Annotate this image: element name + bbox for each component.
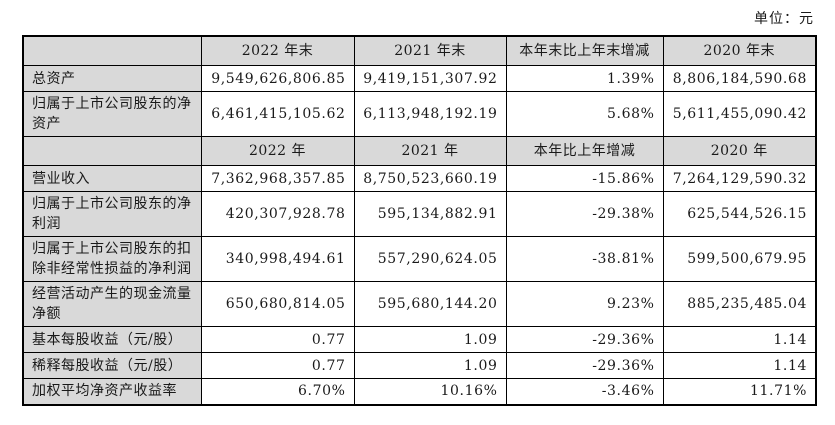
row-label: 经营活动产生的现金流量净额 <box>22 281 202 327</box>
value-cell: 7,264,129,590.32 <box>662 165 817 192</box>
table-row: 经营活动产生的现金流量净额 650,680,814.05 595,680,144.2… <box>22 281 817 327</box>
value-cell: 650,680,814.05 <box>200 281 355 327</box>
financial-table-body: 2022 年末 2021 年末 本年末比上年末增减 2020 年末 总资产 9,549,6… <box>22 35 817 405</box>
value-cell: 7,362,968,357.85 <box>200 165 355 192</box>
period-header-cell: 2020 年末 <box>662 35 817 66</box>
value-cell: -29.36% <box>505 326 664 353</box>
value-cell: -29.36% <box>505 352 664 379</box>
period-header-row: 2022 年 2021 年本年比上年增减 2020 年 <box>22 136 817 166</box>
value-cell: 1.14 <box>662 352 817 379</box>
value-cell: 9.23% <box>505 281 664 327</box>
value-cell: 6,113,948,192.19 <box>353 91 507 137</box>
value-cell: 420,307,928.78 <box>200 191 355 237</box>
table-row: 营业收入 7,362,968,357.85 8,750,523,660.19 -15.… <box>22 165 817 192</box>
period-header-cell: 本年比上年增减 <box>505 136 664 166</box>
row-label: 归属于上市公司股东的扣除非经常性损益的净利润 <box>22 236 202 282</box>
row-label: 稀释每股收益（元/股） <box>22 352 202 379</box>
table-row: 加权平均净资产收益率 6.70% 10.16% -3.46% 11.71% <box>22 378 817 405</box>
value-cell: 0.77 <box>200 326 355 353</box>
value-cell: 1.14 <box>662 326 817 353</box>
value-cell: 5.68% <box>505 91 664 137</box>
value-cell: 595,680,144.20 <box>353 281 507 327</box>
financial-summary-table: 2022 年末 2021 年末 本年末比上年末增减 2020 年末 总资产 9,549,6… <box>22 35 817 406</box>
value-cell: 11.71% <box>662 378 817 405</box>
value-cell: 885,235,485.04 <box>662 281 817 327</box>
table-row: 归属于上市公司股东的净资产 6,461,415,105.62 6,113,948,1… <box>22 91 817 137</box>
value-cell: 595,134,882.91 <box>353 191 507 237</box>
period-header-cell: 2020 年 <box>662 136 817 166</box>
value-cell: -29.38% <box>505 191 664 237</box>
row-label: 总资产 <box>22 65 202 92</box>
value-cell: 9,549,626,806.85 <box>200 65 355 92</box>
unit-label: 单位：元 <box>754 11 814 27</box>
period-header-row: 2022 年末 2021 年末 本年末比上年末增减 2020 年末 <box>22 35 817 66</box>
value-cell: -3.46% <box>505 378 664 405</box>
value-cell: 1.39% <box>505 65 664 92</box>
value-cell: 9,419,151,307.92 <box>353 65 507 92</box>
table-row: 归属于上市公司股东的扣除非经常性损益的净利润 340,998,494.61 557,… <box>22 236 817 282</box>
period-header-cell: 2021 年 <box>353 136 507 166</box>
value-cell: 8,750,523,660.19 <box>353 165 507 192</box>
value-cell: 6,461,415,105.62 <box>200 91 355 137</box>
value-cell: 0.77 <box>200 352 355 379</box>
row-label: 基本每股收益（元/股） <box>22 326 202 353</box>
value-cell: 8,806,184,590.68 <box>662 65 817 92</box>
value-cell: 340,998,494.61 <box>200 236 355 282</box>
table-row: 稀释每股收益（元/股） 0.77 1.09 -29.36% 1.14 <box>22 352 817 379</box>
period-header-cell: 2021 年末 <box>353 35 507 66</box>
value-cell: 10.16% <box>353 378 507 405</box>
value-cell: -38.81% <box>505 236 664 282</box>
table-row: 归属于上市公司股东的净利润 420,307,928.78 595,134,882.9… <box>22 191 817 237</box>
period-header-cell: 本年末比上年末增减 <box>505 35 664 66</box>
header-empty-cell <box>22 35 202 66</box>
row-label: 加权平均净资产收益率 <box>22 378 202 405</box>
row-label: 营业收入 <box>22 165 202 192</box>
table-row: 总资产 9,549,626,806.85 9,419,151,307.92 1.39%… <box>22 65 817 92</box>
table-row: 基本每股收益（元/股） 0.77 1.09 -29.36% 1.14 <box>22 326 817 353</box>
value-cell: 1.09 <box>353 352 507 379</box>
value-cell: 6.70% <box>200 378 355 405</box>
period-header-cell: 2022 年末 <box>200 35 355 66</box>
value-cell: 1.09 <box>353 326 507 353</box>
header-empty-cell <box>22 136 202 166</box>
value-cell: -15.86% <box>505 165 664 192</box>
value-cell: 557,290,624.05 <box>353 236 507 282</box>
row-label: 归属于上市公司股东的净利润 <box>22 191 202 237</box>
value-cell: 599,500,679.95 <box>662 236 817 282</box>
period-header-cell: 2022 年 <box>200 136 355 166</box>
row-label: 归属于上市公司股东的净资产 <box>22 91 202 137</box>
value-cell: 625,544,526.15 <box>662 191 817 237</box>
value-cell: 5,611,455,090.42 <box>662 91 817 137</box>
